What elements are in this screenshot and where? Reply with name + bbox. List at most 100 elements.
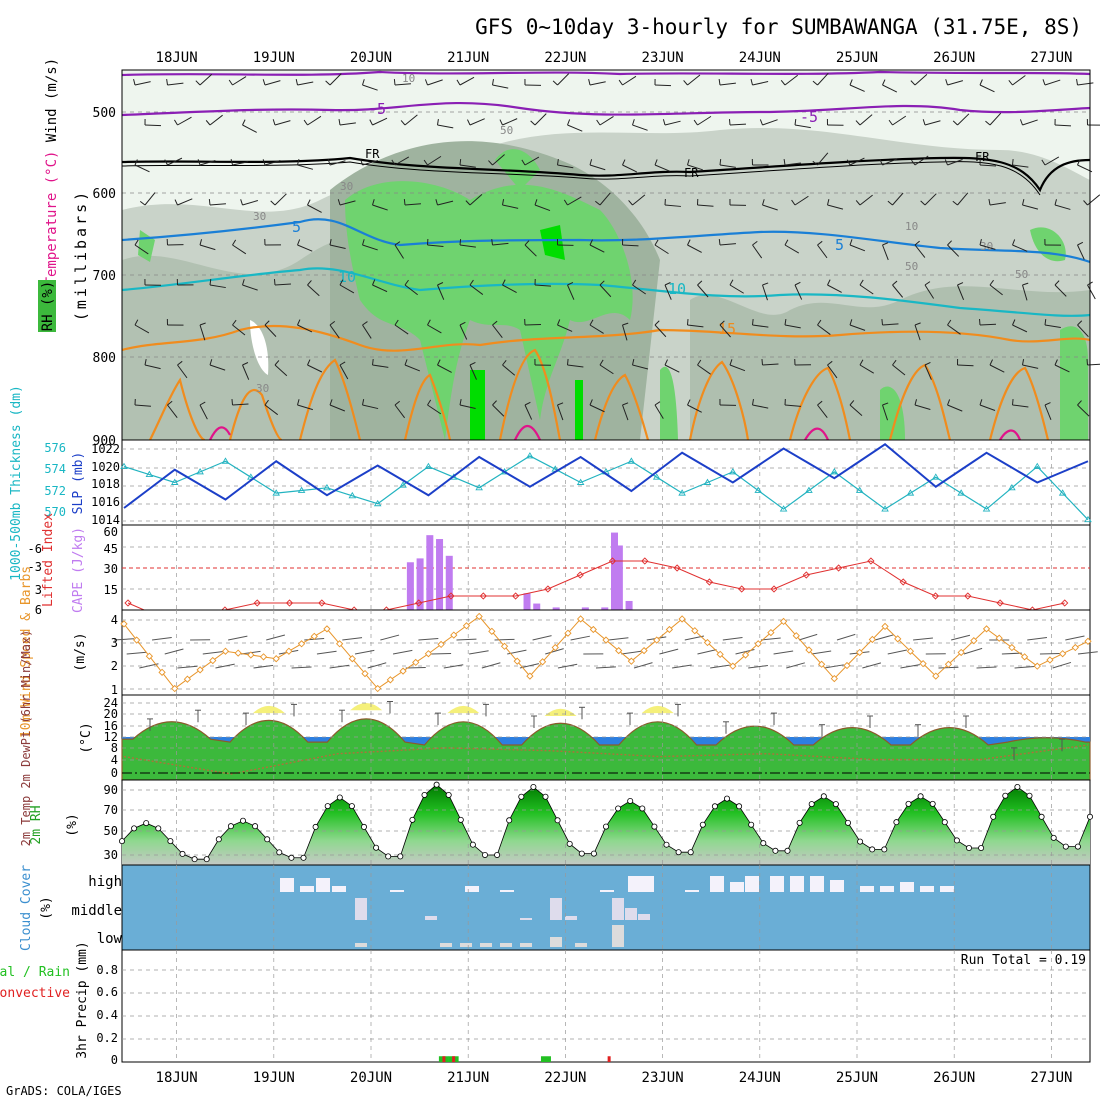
rh2m-marker — [858, 839, 863, 844]
rh2m-marker — [289, 855, 294, 860]
rh2m-unit: (%) — [65, 813, 80, 836]
top-date-19JUN: 19JUN — [253, 50, 295, 66]
rh2m-marker — [930, 801, 935, 806]
cloud-high-bar — [940, 886, 954, 892]
rh2m-marker — [712, 804, 717, 809]
rh2m-marker — [349, 803, 354, 808]
cloud-low-bar — [612, 925, 624, 947]
rh-label-30c: 30 — [340, 180, 353, 193]
rh2m-marker — [519, 794, 524, 799]
cloud-high-bar — [316, 878, 330, 892]
cloud-low-bar — [500, 943, 512, 947]
cloud-mid-bar — [565, 916, 577, 920]
rh2m-marker — [894, 820, 899, 825]
rh2m-marker — [1027, 793, 1032, 798]
upper-ylabel: (millibars) — [72, 189, 90, 321]
top-date-24JUN: 24JUN — [739, 50, 781, 66]
cape-bar — [626, 601, 633, 610]
label-5-a: 5 — [292, 218, 301, 236]
wind-ytick-3: 3 — [111, 636, 118, 650]
cape-bar — [407, 562, 414, 610]
cape-ytick-45: 45 — [104, 542, 118, 556]
precip-ytick-02: 0.2 — [96, 1031, 118, 1045]
top-date-21JUN: 21JUN — [447, 50, 489, 66]
rh2m-marker — [1015, 784, 1020, 789]
cloud-high-bar — [685, 890, 699, 892]
precip-conv-bar — [442, 1056, 445, 1062]
label-fr-c: FR — [975, 150, 990, 164]
li-ytick-m6: -6 — [28, 542, 42, 556]
rh-ytick-90: 90 — [104, 783, 118, 797]
cloud-high-bar — [640, 876, 654, 892]
cloud-low-bar — [550, 937, 562, 947]
rh2m-marker — [204, 857, 209, 862]
slp-ytick-1020: 1020 — [91, 460, 120, 474]
rh2m-marker — [1087, 814, 1092, 819]
bottom-date-18JUN: 18JUN — [156, 1070, 198, 1086]
cloud-high-bar — [730, 882, 744, 892]
top-date-18JUN: 18JUN — [156, 50, 198, 66]
rh-ytick-50: 50 — [104, 824, 118, 838]
rh2m-marker — [652, 824, 657, 829]
rh2m-marker — [942, 820, 947, 825]
rh2m-marker — [374, 845, 379, 850]
rh2m-marker — [833, 801, 838, 806]
rh2m-marker — [579, 851, 584, 856]
cloud-high-bar — [770, 876, 784, 892]
top-date-23JUN: 23JUN — [642, 50, 684, 66]
label-minus5-a: -5 — [368, 100, 386, 118]
rh2m-marker — [325, 803, 330, 808]
rh2m-marker — [700, 822, 705, 827]
cloud-low-bar — [520, 943, 532, 947]
rh2m-marker — [628, 798, 633, 803]
bottom-date-21JUN: 21JUN — [447, 1070, 489, 1086]
ytick-500: 500 — [93, 106, 116, 121]
rh2m-marker — [882, 847, 887, 852]
label-10-b: 10 — [668, 280, 686, 298]
rh2m-label: 2m RH — [29, 805, 44, 844]
cloud-high-bar — [332, 886, 346, 892]
cloud-mid-bar — [425, 916, 437, 920]
rh2m-marker — [761, 841, 766, 846]
precip-total-bar — [541, 1056, 551, 1062]
footer-credit: GrADS: COLA/IGES — [6, 1084, 122, 1098]
bottom-date-labels: 18JUN 19JUN 20JUN 21JUN 22JUN 23JUN 24JUN 25JUN… — [156, 1070, 1073, 1086]
cape-bar — [524, 593, 531, 610]
label-minus5-b: -5 — [800, 108, 818, 126]
rh2m-marker — [495, 852, 500, 857]
cloud-high-bar — [810, 876, 824, 892]
rh2m-marker — [603, 824, 608, 829]
rh2m-marker — [979, 845, 984, 850]
precip-axis-label: 3hr Precip (mm) — [75, 941, 90, 1058]
label-fr-a: FR — [365, 147, 380, 161]
rh2m-marker — [192, 857, 197, 862]
precip-total-label: Total / Rain — [0, 965, 70, 980]
cloud-high-bar — [628, 876, 642, 892]
bottom-date-26JUN: 26JUN — [933, 1070, 975, 1086]
precip-ytick-04: 0.4 — [96, 1008, 118, 1022]
cloud-mid-bar — [355, 898, 367, 920]
upper-temp-label: Temperature (°C) — [44, 151, 60, 286]
ytick-600: 600 — [93, 187, 116, 202]
rh2m-marker — [386, 854, 391, 859]
cape-ytick-15: 15 — [104, 583, 118, 597]
rh2m-marker — [724, 796, 729, 801]
li-axis-label: Lifted Index — [41, 513, 56, 607]
rh2m-marker — [482, 852, 487, 857]
cape-li-panel: -6 -3 0 3 6 60 45 30 15 Lifted Index CAP… — [28, 513, 1090, 620]
cloud-mid-bar — [520, 918, 532, 920]
rh2m-marker — [821, 794, 826, 799]
rh2m-marker — [240, 818, 245, 823]
cape-bar — [533, 604, 540, 610]
cloud-level-middle: middle — [71, 903, 122, 919]
rh2m-marker — [253, 824, 258, 829]
upper-rh-label: RH (%) — [40, 281, 56, 332]
precip-ytick-08: 0.8 — [96, 963, 118, 977]
rh2m-marker — [265, 837, 270, 842]
cape-ytick-60: 60 — [104, 525, 118, 539]
cloud-low-bar — [480, 943, 492, 947]
rh2m-marker — [870, 847, 875, 852]
cloud-high-bar — [600, 890, 614, 892]
rh2m-marker — [156, 826, 161, 831]
wind-ytick-1: 1 — [111, 683, 118, 697]
